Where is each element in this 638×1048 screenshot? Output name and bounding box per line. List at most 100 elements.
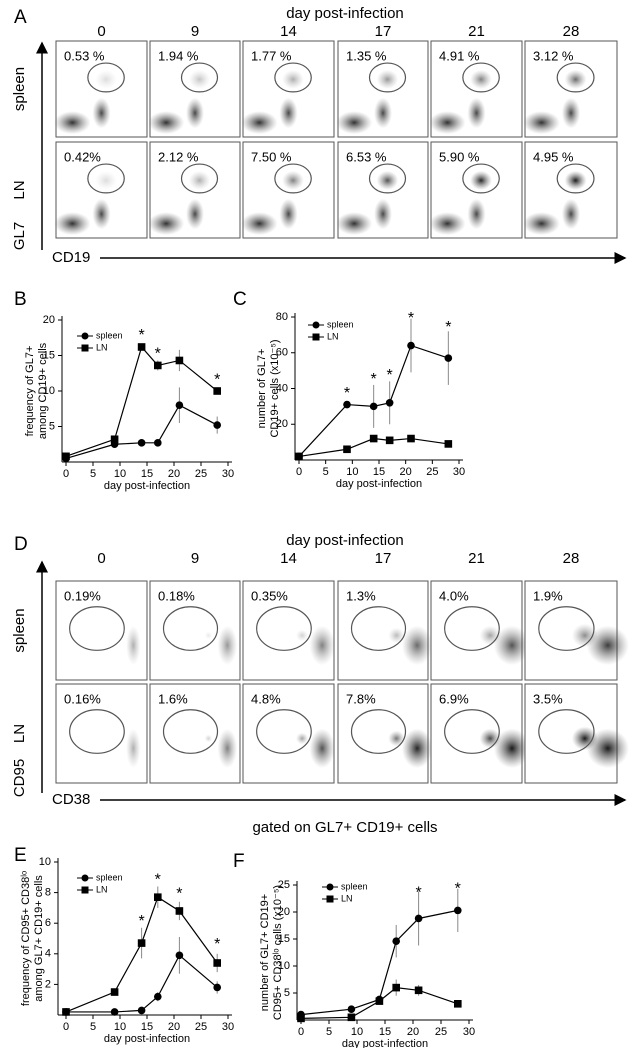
point	[347, 1013, 356, 1022]
cell-cloud	[564, 69, 587, 89]
cell-cloud	[309, 625, 335, 666]
cell-cloud	[188, 69, 211, 89]
column-header: 28	[563, 550, 580, 567]
y-axis-label: frequency of GL7+	[24, 346, 36, 437]
y-tick-label: 20	[278, 906, 290, 918]
row-label: spleen	[11, 67, 28, 111]
point	[154, 992, 162, 1001]
x-tick-label: 5	[323, 466, 329, 478]
significance: *	[455, 881, 461, 898]
x-tick-label: 30	[463, 1026, 475, 1038]
series-line	[298, 437, 449, 458]
point	[175, 401, 184, 410]
point	[343, 400, 351, 409]
series-line	[300, 986, 458, 1019]
x-axis-label: day post-infection	[336, 478, 422, 490]
column-header: 0	[97, 550, 105, 567]
column-header: 28	[563, 23, 580, 40]
point	[62, 1008, 70, 1016]
significance: *	[408, 310, 414, 327]
cell-cloud	[374, 198, 392, 230]
legend-marker	[81, 332, 89, 340]
y-tick-label: 15	[278, 933, 290, 945]
gate-percent: 3.12 %	[533, 48, 574, 63]
cell-cloud	[374, 97, 392, 129]
significance: *	[155, 345, 161, 362]
panel-title: day post-infection	[286, 5, 404, 22]
cell-cloud	[241, 212, 278, 236]
cell-cloud	[429, 212, 466, 236]
point	[175, 951, 184, 960]
significance: *	[214, 372, 220, 389]
point	[137, 343, 146, 351]
y-axis-label: CD95+ CD38ˡᵒ cells (x10⁻⁵)	[272, 885, 284, 1020]
legend-marker	[81, 886, 89, 894]
gate-percent: 0.42%	[64, 149, 101, 164]
cell-cloud	[523, 212, 560, 236]
cell-cloud	[295, 732, 309, 745]
gate	[180, 62, 219, 93]
point	[375, 997, 384, 1005]
gate-percent: 6.53 %	[346, 149, 387, 164]
point	[110, 435, 119, 444]
gate	[350, 606, 407, 651]
x-tick-label: 20	[400, 466, 412, 478]
series-line	[66, 954, 218, 1013]
legend-label: spleen	[341, 881, 368, 891]
point	[385, 436, 394, 445]
y-tick-label: 10	[278, 960, 290, 972]
y-axis-label: number of GL7+	[256, 349, 268, 429]
gate-percent: 1.77 %	[251, 48, 292, 63]
y-tick-label: 40	[276, 382, 288, 394]
cell-cloud	[493, 728, 531, 769]
cell-cloud	[217, 728, 238, 769]
y-tick-label: 5	[49, 420, 55, 432]
column-header: 17	[375, 23, 392, 40]
significance: *	[387, 367, 393, 384]
legend-marker	[81, 874, 89, 882]
x-axis-label: CD19	[52, 249, 90, 266]
gate-percent: 1.6%	[158, 691, 188, 706]
y-axis-label: among CD19+ cells	[37, 342, 49, 439]
point	[175, 907, 184, 915]
y-tick-label: 2	[45, 978, 51, 990]
gate-percent: 4.91 %	[439, 48, 480, 63]
legend-marker	[312, 321, 320, 329]
panel-label: F	[233, 851, 245, 872]
x-axis-label: day post-infection	[342, 1038, 428, 1048]
point	[137, 939, 146, 947]
gate-percent: 7.8%	[346, 691, 376, 706]
y-axis-label: number of GL7+ CD19+	[259, 894, 271, 1011]
cell-cloud	[309, 728, 335, 769]
panel-label: B	[14, 289, 27, 310]
row-label: spleen	[11, 608, 28, 652]
legend-label: LN	[327, 331, 339, 341]
cell-cloud	[54, 212, 91, 236]
column-header: 9	[191, 550, 199, 567]
gate	[69, 709, 125, 754]
point	[175, 356, 184, 365]
cell-cloud	[429, 111, 466, 135]
series-line	[300, 909, 458, 1016]
cell-cloud	[282, 69, 304, 89]
significance: *	[371, 371, 377, 388]
x-tick-label: 10	[114, 1021, 126, 1033]
y-tick-label: 80	[276, 311, 288, 323]
point	[110, 988, 119, 996]
cell-cloud	[204, 631, 213, 640]
point	[414, 914, 423, 923]
series-line	[65, 404, 218, 460]
cell-cloud	[95, 69, 117, 89]
legend-label: spleen	[96, 872, 123, 882]
gate-percent: 0.18%	[158, 588, 195, 603]
legend-marker	[312, 333, 320, 341]
point	[213, 959, 221, 967]
cell-cloud	[564, 170, 587, 190]
gate	[462, 163, 500, 194]
x-tick-label: 15	[141, 468, 153, 480]
y-axis-label: CD19+ cells (x10⁻⁵)	[269, 339, 281, 437]
cell-cloud	[571, 726, 598, 751]
gate	[556, 163, 595, 194]
point	[137, 1006, 146, 1015]
